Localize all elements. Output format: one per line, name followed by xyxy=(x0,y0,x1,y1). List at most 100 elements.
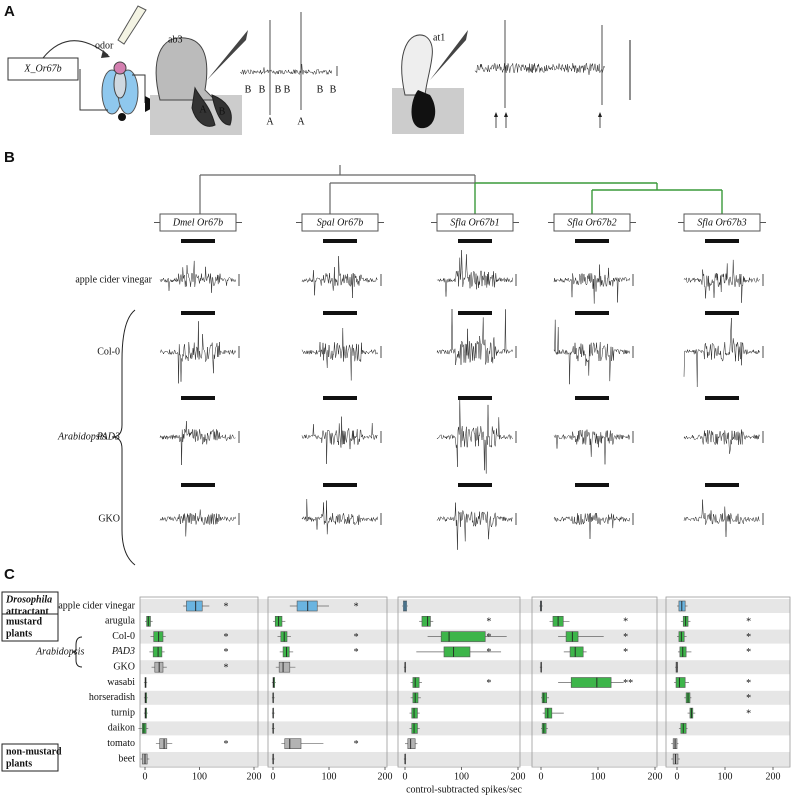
x-tick-label: 0 xyxy=(143,771,148,782)
row-stripe xyxy=(140,660,790,675)
panel-letter: C xyxy=(4,566,15,583)
sensillum-label: ab3 xyxy=(168,34,182,45)
arrow-head xyxy=(504,112,508,117)
odor-bar xyxy=(575,483,609,487)
recording-line xyxy=(79,69,146,111)
spike-label: A xyxy=(266,116,274,127)
x-tick-label: 200 xyxy=(648,771,663,782)
odor-bar xyxy=(458,396,492,400)
receptor-label: Sfla Or67b2 xyxy=(567,217,616,228)
panel-letter: A xyxy=(4,3,15,20)
category-label: daikon xyxy=(108,723,135,734)
significance: * xyxy=(623,617,628,628)
spike-trace xyxy=(683,429,760,454)
panel-frame xyxy=(665,596,791,768)
construct-arrow xyxy=(42,40,109,59)
box xyxy=(440,631,486,642)
spike-trace xyxy=(436,250,513,297)
spike-trace xyxy=(159,260,236,293)
significance: * xyxy=(354,647,359,658)
category-label: turnip xyxy=(111,707,135,718)
odor-bar xyxy=(181,396,215,400)
significance: * xyxy=(486,647,491,658)
construct-arrow-head xyxy=(101,50,110,58)
panel-frame xyxy=(397,596,521,768)
spike-trace xyxy=(301,256,378,299)
receptor-label: Sfla Or67b3 xyxy=(697,217,746,228)
ground-electrode xyxy=(118,113,126,121)
x-tick-label: 100 xyxy=(591,771,606,782)
box xyxy=(541,692,548,704)
box xyxy=(570,677,612,688)
x-tick-label: 100 xyxy=(322,771,337,782)
x-tick-label: 0 xyxy=(539,771,544,782)
spike-label: B xyxy=(330,84,337,95)
neuron xyxy=(211,94,232,126)
panel-frame xyxy=(139,596,259,768)
significance: * xyxy=(223,601,228,612)
significance: * xyxy=(354,739,359,750)
odor-bar xyxy=(323,483,357,487)
spike-trace xyxy=(553,319,630,385)
bracket xyxy=(111,309,136,566)
bracket xyxy=(71,636,83,668)
significance: * xyxy=(354,601,359,612)
stimulus-label: Col-0 xyxy=(97,346,120,357)
odor-bar xyxy=(323,239,357,243)
row-stripe xyxy=(140,721,790,736)
group-label: plants xyxy=(6,628,32,639)
box xyxy=(569,646,584,658)
spike-label: B xyxy=(275,84,282,95)
x-tick-label: 100 xyxy=(192,771,207,782)
receptor-label: Sfla Or67b1 xyxy=(450,217,499,228)
spike-trace xyxy=(159,421,236,466)
spike-label: A xyxy=(297,116,305,127)
x-tick-label: 200 xyxy=(511,771,526,782)
x-tick-label: 200 xyxy=(766,771,781,782)
category-label: wasabi xyxy=(107,677,135,688)
receptor-label: Dmel Or67b xyxy=(172,217,223,228)
spike-trace xyxy=(301,498,378,535)
fly-head xyxy=(113,61,127,75)
neuron xyxy=(191,86,216,127)
spike-label: B xyxy=(284,84,291,95)
category-label: arugula xyxy=(105,616,136,627)
x-tick-label: 0 xyxy=(403,771,408,782)
sensillum xyxy=(155,37,217,101)
significance: * xyxy=(223,662,228,673)
box xyxy=(407,738,416,750)
x-tick-label: 100 xyxy=(718,771,733,782)
odor-bar xyxy=(458,483,492,487)
bracket-label: Arabidopsis xyxy=(35,646,84,657)
pipette xyxy=(117,5,147,45)
electrode xyxy=(207,30,248,80)
spike-label: B xyxy=(259,84,266,95)
odor-bar xyxy=(575,396,609,400)
neuron-label: B xyxy=(219,106,226,117)
significance: * xyxy=(746,632,751,643)
category-label: Col-0 xyxy=(112,631,135,642)
x-tick-label: 0 xyxy=(271,771,276,782)
electrode xyxy=(430,30,468,80)
receptor-label: Spal Or67b xyxy=(317,217,363,228)
category-label: apple cider vinegar xyxy=(58,600,135,611)
spike-trace xyxy=(553,429,630,465)
significance: * xyxy=(746,693,751,704)
spike-trace xyxy=(436,308,513,366)
neuron-label: A xyxy=(199,104,207,115)
significance: * xyxy=(354,632,359,643)
category-label: GKO xyxy=(113,661,135,672)
significance: * xyxy=(746,647,751,658)
spike-trace xyxy=(683,259,760,303)
spike-trace xyxy=(301,416,378,464)
arrow-head xyxy=(598,112,602,117)
odor-bar xyxy=(705,483,739,487)
spike-trace xyxy=(683,317,760,387)
significance: * xyxy=(746,708,751,719)
box xyxy=(152,646,163,658)
box xyxy=(443,646,471,658)
spike-trace xyxy=(436,398,513,474)
spike-trace xyxy=(436,502,513,550)
box xyxy=(159,738,168,750)
x-axis-label: control-subtracted spikes/sec xyxy=(406,784,522,795)
